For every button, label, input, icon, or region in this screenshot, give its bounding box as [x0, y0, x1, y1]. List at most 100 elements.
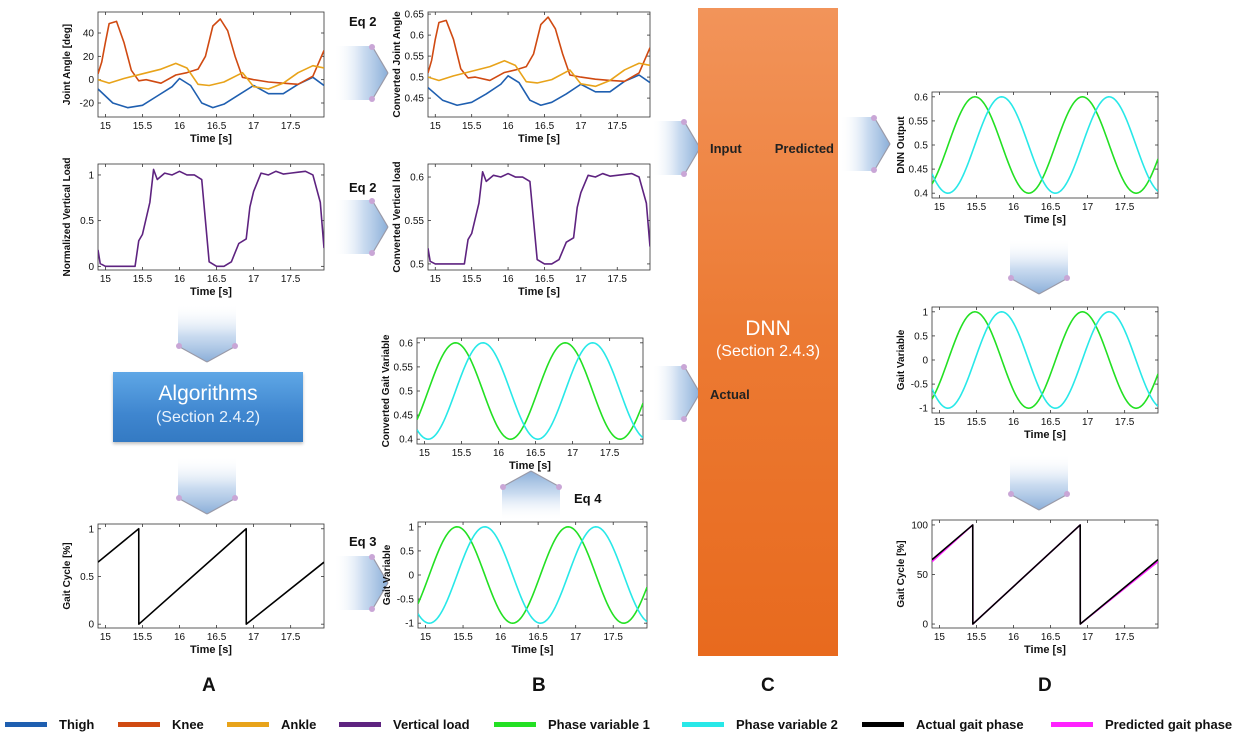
x-tick-label: 16 — [495, 632, 507, 643]
plot-frame — [97, 163, 325, 271]
x-tick-label: 17.5 — [281, 274, 301, 285]
arrow-dot — [1008, 491, 1014, 497]
x-axis-label: Time [s] — [1024, 429, 1066, 441]
x-tick-label: 17 — [248, 121, 260, 132]
y-tick-label: -0.5 — [911, 380, 929, 391]
chart-gaitA: 15 15.5 16 16.5 17 17.5 0 0.5 1 Time [s] Gait Cycl… — [62, 523, 325, 656]
x-tick-label: 15.5 — [133, 274, 153, 285]
y-axis-label: Converted Joint Angle — [392, 11, 403, 118]
series-line-phase-variable-1 — [932, 311, 1158, 409]
x-tick-label: 16.5 — [526, 448, 546, 459]
chart-joint: 15 15.5 16 16.5 17 17.5 -20 0 20 40 Time [s] Joint … — [62, 11, 325, 145]
y-tick-label: -0.5 — [397, 595, 415, 606]
y-tick-label: 1 — [88, 170, 94, 181]
y-tick-label: 0.5 — [410, 73, 424, 84]
arrow-dot — [369, 606, 375, 612]
legend-swatch — [339, 721, 381, 727]
plot-frame — [931, 306, 1159, 414]
y-tick-label: 0 — [88, 75, 94, 86]
x-tick-label: 15.5 — [967, 632, 987, 643]
legend-item-predicted-gait-phase: Predicted gait phase — [1051, 712, 1232, 736]
y-tick-label: 0.5 — [410, 259, 424, 270]
legend-swatch — [227, 721, 269, 727]
y-tick-label: 0.55 — [405, 52, 425, 63]
arrow-dot — [871, 115, 877, 121]
x-tick-label: 15.5 — [462, 121, 482, 132]
y-tick-label: 0 — [922, 620, 928, 631]
x-tick-label: 15.5 — [133, 632, 153, 643]
x-tick-label: 15 — [430, 121, 442, 132]
series-line-phase-variable-1 — [417, 342, 643, 440]
series-line-phase-variable-2 — [932, 96, 1158, 194]
x-tick-label: 16 — [503, 121, 515, 132]
arrow-dot — [369, 44, 375, 50]
legend-item-actual-gait-phase: Actual gait phase — [862, 712, 1024, 736]
arrow-dot — [369, 250, 375, 256]
legend-swatch — [1051, 721, 1093, 727]
arrow-dot — [556, 484, 562, 490]
chart-dnnOut: 15 15.5 16 16.5 17 17.5 0.4 0.45 0.5 0.55 0.6 Time … — [896, 91, 1159, 226]
x-axis-label: Time [s] — [190, 133, 232, 145]
plot-frame — [931, 91, 1159, 199]
arrow-eq4 — [500, 470, 562, 521]
y-tick-label: 0.5 — [399, 387, 413, 398]
arrow-dot — [681, 364, 687, 370]
legend-label: Ankle — [281, 716, 317, 732]
x-tick-label: 15.5 — [453, 632, 473, 643]
x-tick-label: 16.5 — [1041, 202, 1061, 213]
y-tick-label: -20 — [80, 99, 95, 110]
x-tick-label: 17.5 — [600, 448, 620, 459]
x-tick-label: 16 — [1008, 632, 1020, 643]
x-tick-label: 16 — [174, 274, 186, 285]
arrow-edge — [683, 365, 701, 394]
charts-layer: 15 15.5 16 16.5 17 17.5 -20 0 20 40 Time [s] Joint … — [62, 10, 1159, 656]
y-axis-label: Gait Variable — [382, 544, 393, 605]
plot-frame — [931, 519, 1159, 629]
arrow-edge — [371, 45, 389, 74]
y-tick-label: 0.4 — [399, 435, 413, 446]
legend-label: Vertical load — [393, 716, 470, 732]
arrow-shape — [840, 117, 890, 171]
x-tick-label: 16 — [174, 632, 186, 643]
y-axis-label: Joint Angle [deg] — [62, 24, 73, 105]
legend-label: Knee — [172, 716, 204, 732]
series-line-vertical-load — [428, 171, 650, 265]
x-tick-label: 16.5 — [207, 632, 227, 643]
x-tick-label: 15 — [420, 632, 432, 643]
arrow-to-dnn-input — [652, 119, 701, 177]
y-tick-label: 1 — [922, 307, 928, 318]
y-tick-label: -1 — [919, 404, 928, 415]
arrow-to-dnn-actual — [652, 364, 701, 422]
series-line-phase-variable-2 — [417, 342, 643, 440]
y-tick-label: -1 — [405, 619, 414, 630]
y-tick-label: 0 — [408, 571, 414, 582]
arrow-dot — [369, 96, 375, 102]
y-tick-label: 0.6 — [399, 338, 413, 349]
chart-convJoint: 15 15.5 16 16.5 17 17.5 0.45 0.5 0.55 0.6 0.65 Time… — [392, 10, 651, 145]
arrow-edge — [371, 72, 389, 101]
legend: Thigh Knee Ankle Vertical load Phase var… — [0, 712, 1247, 736]
y-tick-label: 0.6 — [914, 92, 928, 103]
x-tick-label: 16.5 — [528, 632, 548, 643]
arrow-shape — [334, 556, 388, 610]
x-tick-label: 17 — [248, 632, 260, 643]
arrow-edge — [371, 226, 389, 255]
arrow-shape — [178, 304, 236, 362]
legend-item-ankle: Ankle — [227, 712, 316, 736]
legend-swatch — [118, 721, 160, 727]
series-line-phase-variable-2 — [932, 311, 1158, 409]
x-tick-label: 17 — [567, 448, 579, 459]
legend-item-phase-variable-2: Phase variable 2 — [682, 712, 838, 736]
arrow-edge — [683, 147, 701, 176]
y-axis-label: Gait Variable — [896, 329, 907, 390]
x-tick-label: 17.5 — [281, 121, 301, 132]
plot-frame — [97, 523, 325, 629]
chart-gaitVarB: 15 15.5 16 16.5 17 17.5 -1 -0.5 0 0.5 1 Time [s] Gai… — [382, 521, 648, 656]
eq2-mid-label: Eq 2 — [349, 180, 377, 195]
x-tick-label: 15 — [100, 121, 112, 132]
y-tick-label: 100 — [911, 520, 928, 531]
y-tick-label: 0.5 — [80, 572, 94, 583]
y-axis-label: Converted Gait Variable — [381, 334, 392, 447]
arrow-eq2-top — [334, 44, 389, 102]
